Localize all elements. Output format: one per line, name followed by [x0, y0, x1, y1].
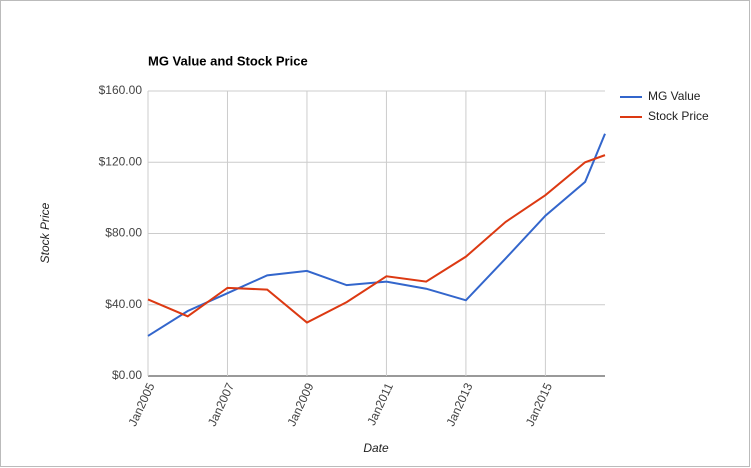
series-line: [147, 133, 606, 337]
y-axis-title: Stock Price: [38, 202, 52, 263]
y-tick-label: $80.00: [105, 226, 142, 240]
y-tick-label: $120.00: [99, 154, 143, 168]
legend-label: MG Value: [648, 89, 701, 103]
y-tick-label: $40.00: [105, 297, 142, 311]
y-tick-label: $0.00: [112, 368, 142, 382]
chart-title: MG Value and Stock Price: [148, 53, 308, 68]
series-line: [147, 154, 606, 324]
legend-label: Stock Price: [648, 109, 709, 123]
y-tick-label: $160.00: [99, 83, 143, 97]
x-axis-title: Date: [363, 441, 389, 455]
